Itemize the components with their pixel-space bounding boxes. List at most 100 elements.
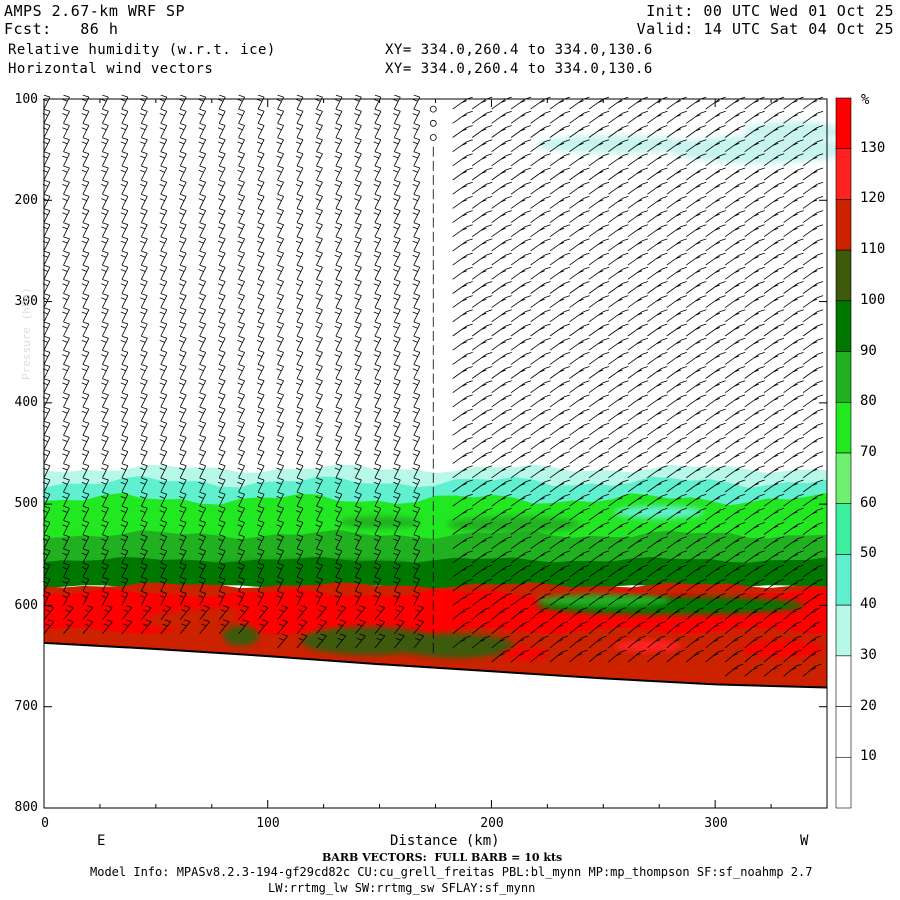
barb-444 [256,463,265,478]
barb-506 [295,250,304,266]
barb-1511 [783,422,804,436]
barb-449 [256,534,265,549]
barb-361 [217,364,226,379]
barb-1486 [763,649,783,663]
barb-1279 [666,578,687,592]
valid-time: Valid: 14 UTC Sat 04 Oct 25 [636,20,894,38]
barb-658 [373,194,382,209]
barb-261 [159,562,168,578]
barb-462 [276,179,284,195]
barb-1423 [744,337,765,351]
barb-332 [198,491,207,507]
barb-1527 [783,649,802,663]
barb-997 [530,550,551,564]
barb-1177 [627,266,649,280]
barb-757 [412,491,421,507]
barb-291 [178,449,187,464]
barb-50 [62,264,70,280]
barb-337 [198,562,207,578]
barb-1534 [802,167,824,181]
barb-1466 [763,366,785,379]
barb-1475 [763,493,785,507]
barb-1422 [744,323,765,337]
barb-160 [120,208,129,223]
barb-52 [62,293,70,308]
barb-233 [159,165,168,181]
forecast-hour: Fcst: 86 h [4,20,119,38]
barb-1243 [647,635,666,649]
barb-82 [81,179,90,195]
barb-604 [334,534,343,549]
barb-358 [217,321,226,337]
barb-1022 [549,337,571,351]
barb-448 [256,520,265,535]
barb-435 [256,335,265,351]
barb-484 [276,491,284,507]
barb-38 [62,94,70,110]
barb-1074 [569,507,590,521]
barb-121 [101,194,109,209]
barb-178 [120,463,129,478]
barb-670 [373,364,382,379]
barb-389 [237,222,245,237]
barb-934 [510,224,532,238]
barb-1551 [802,408,824,422]
barb-1472 [763,451,785,464]
barb-1078 [569,564,590,578]
barb-279 [178,279,187,294]
barb-964 [510,649,530,663]
barb-346 [217,151,226,166]
barb-733 [412,151,421,166]
barb-203 [140,279,148,294]
barb-1202 [627,621,647,635]
colorbar-cell-11 [835,655,852,707]
barb-709 [393,364,401,379]
barb-1458 [763,252,785,266]
barb-313 [198,222,207,237]
barb-1111 [588,465,610,479]
barb-269 [178,137,187,152]
barb-740 [412,250,421,266]
barb-1334 [705,224,726,238]
barb-612 [354,94,362,110]
barb-1058 [569,281,590,294]
barb-683 [373,548,382,564]
barb-1323 [686,635,705,649]
barb-549 [315,307,323,322]
barb-1384 [724,366,746,379]
barb-957 [510,550,532,564]
barb-620 [354,208,362,223]
barb-446 [256,491,265,507]
barb-850 [471,153,493,167]
barb-959 [510,578,532,592]
barb-1441 [744,593,765,606]
barb-1342 [705,337,726,351]
barb-420 [256,123,265,138]
barb-1258 [666,281,687,294]
barb-507 [295,264,304,280]
barb-182 [120,520,129,535]
barb-616 [354,151,362,166]
barb-1208 [647,139,668,153]
barb-306 [198,123,207,138]
barb-1398 [724,564,746,578]
barb-331 [198,477,207,493]
barb-488 [276,548,284,564]
barb-1023 [549,352,571,365]
barb-580 [334,194,343,209]
barb-1148 [608,422,629,436]
barb-713 [393,420,401,436]
barb-1098 [588,281,610,294]
barb-708 [393,350,401,365]
barb-1301 [686,323,707,337]
barb-1184 [627,366,649,379]
barb-1373 [724,210,746,223]
barb-928 [510,139,532,153]
barb-1349 [705,437,726,450]
barb-1470 [763,422,785,436]
barb-251 [159,420,168,436]
barb-403 [237,420,245,436]
barb-1558 [802,507,824,521]
barb-335 [198,534,207,549]
barb-1150 [608,451,629,464]
